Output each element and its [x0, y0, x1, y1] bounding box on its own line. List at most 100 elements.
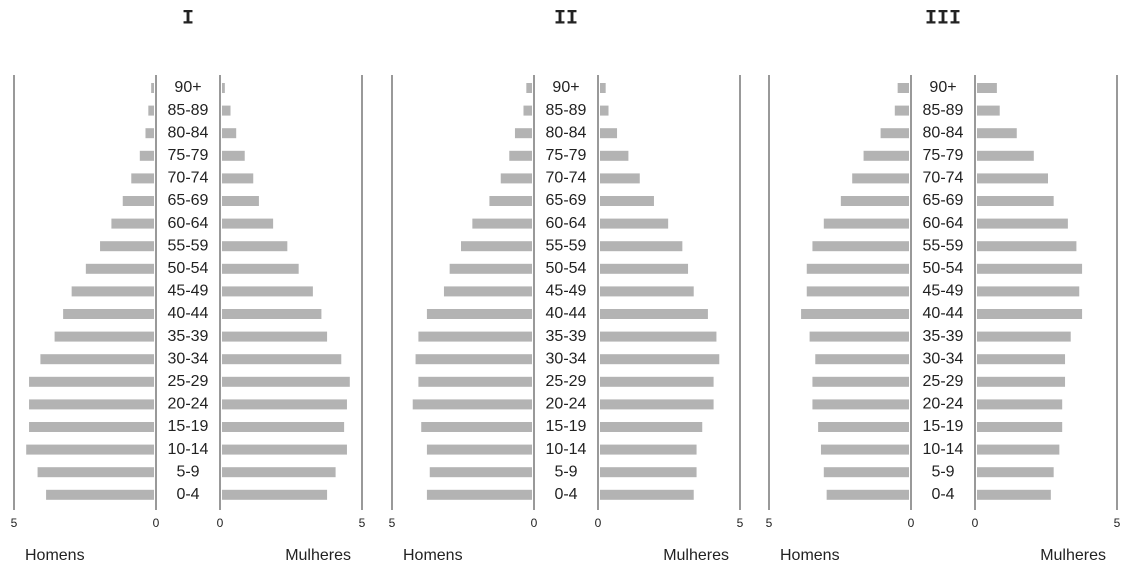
bar	[840, 196, 909, 206]
category-label: 50-54	[923, 260, 964, 277]
bar	[600, 309, 708, 319]
category-label: 5-9	[554, 463, 577, 480]
category-label: 80-84	[168, 124, 209, 141]
bar	[100, 241, 154, 252]
category-label: 85-89	[546, 102, 587, 119]
bar	[600, 150, 629, 161]
category-label: 55-59	[546, 237, 587, 254]
bar	[600, 467, 697, 478]
bar	[71, 286, 154, 297]
bar	[429, 467, 532, 478]
bar	[600, 489, 694, 500]
category-label: 90+	[174, 79, 201, 96]
category-label: 30-34	[546, 350, 587, 367]
bar	[54, 331, 154, 342]
legend-label: Homens	[780, 547, 840, 564]
bar	[222, 150, 245, 161]
bar	[880, 128, 909, 139]
category-label: 40-44	[546, 305, 587, 322]
bar	[823, 218, 909, 229]
bar	[222, 83, 225, 93]
bar	[600, 241, 683, 252]
category-label: 10-14	[546, 441, 587, 458]
legend-label: Homens	[25, 547, 85, 564]
bar	[421, 422, 532, 432]
bar	[148, 105, 154, 116]
x-tick-label: 5	[737, 516, 744, 530]
bar	[806, 286, 909, 297]
bar	[222, 489, 328, 500]
bar	[600, 422, 703, 432]
x-tick-label: 0	[217, 516, 224, 530]
x-tick-label: 5	[11, 516, 18, 530]
bar	[415, 354, 532, 365]
bar	[977, 354, 1066, 365]
category-label: 60-64	[923, 215, 964, 232]
bar	[63, 309, 155, 319]
bar	[29, 422, 154, 432]
bar	[977, 422, 1063, 432]
bar	[863, 150, 909, 161]
bar	[815, 354, 909, 365]
category-label: 10-14	[168, 441, 209, 458]
bar	[812, 241, 909, 252]
bar	[500, 173, 532, 184]
category-label: 30-34	[923, 350, 964, 367]
bar	[222, 354, 342, 365]
category-label: 55-59	[923, 237, 964, 254]
category-label: 35-39	[546, 328, 587, 345]
bar	[826, 489, 909, 500]
bar	[600, 218, 669, 229]
bar	[977, 128, 1017, 139]
category-label: 60-64	[546, 215, 587, 232]
category-label: 0-4	[931, 486, 954, 503]
category-label: 45-49	[546, 283, 587, 300]
category-label: 45-49	[923, 283, 964, 300]
chart-title: III	[925, 7, 961, 30]
category-label: 0-4	[176, 486, 199, 503]
category-label: 80-84	[546, 124, 587, 141]
category-label: 30-34	[168, 350, 209, 367]
bar	[222, 331, 328, 342]
category-label: 35-39	[168, 328, 209, 345]
bar	[977, 444, 1060, 455]
category-label: 55-59	[168, 237, 209, 254]
bar	[823, 467, 909, 478]
bar	[222, 241, 288, 252]
bar	[426, 309, 532, 319]
x-tick-label: 5	[766, 516, 773, 530]
bar	[977, 241, 1077, 252]
bar	[977, 331, 1071, 342]
bar	[426, 489, 532, 500]
bar	[426, 444, 532, 455]
category-label: 65-69	[923, 192, 964, 209]
legend-label: Homens	[403, 547, 463, 564]
category-label: 15-19	[923, 418, 964, 435]
bar	[894, 105, 909, 116]
x-tick-label: 0	[595, 516, 602, 530]
category-label: 0-4	[554, 486, 577, 503]
bar	[418, 331, 532, 342]
bar	[443, 286, 532, 297]
bar	[977, 218, 1068, 229]
bar	[600, 128, 618, 139]
bar	[977, 376, 1066, 387]
bar	[977, 399, 1063, 410]
category-label: 90+	[552, 79, 579, 96]
bar	[26, 444, 155, 455]
legend-label: Mulheres	[1040, 547, 1106, 564]
bar	[852, 173, 909, 184]
category-label: 50-54	[168, 260, 209, 277]
category-label: 75-79	[546, 147, 587, 164]
bar	[812, 399, 909, 410]
bar	[600, 286, 694, 297]
bar	[600, 263, 689, 274]
category-label: 25-29	[546, 373, 587, 390]
category-label: 10-14	[923, 441, 964, 458]
category-label: 5-9	[931, 463, 954, 480]
bar	[222, 128, 237, 139]
bar	[977, 286, 1080, 297]
bar	[222, 196, 259, 206]
bar	[600, 83, 606, 93]
bar	[600, 376, 714, 387]
